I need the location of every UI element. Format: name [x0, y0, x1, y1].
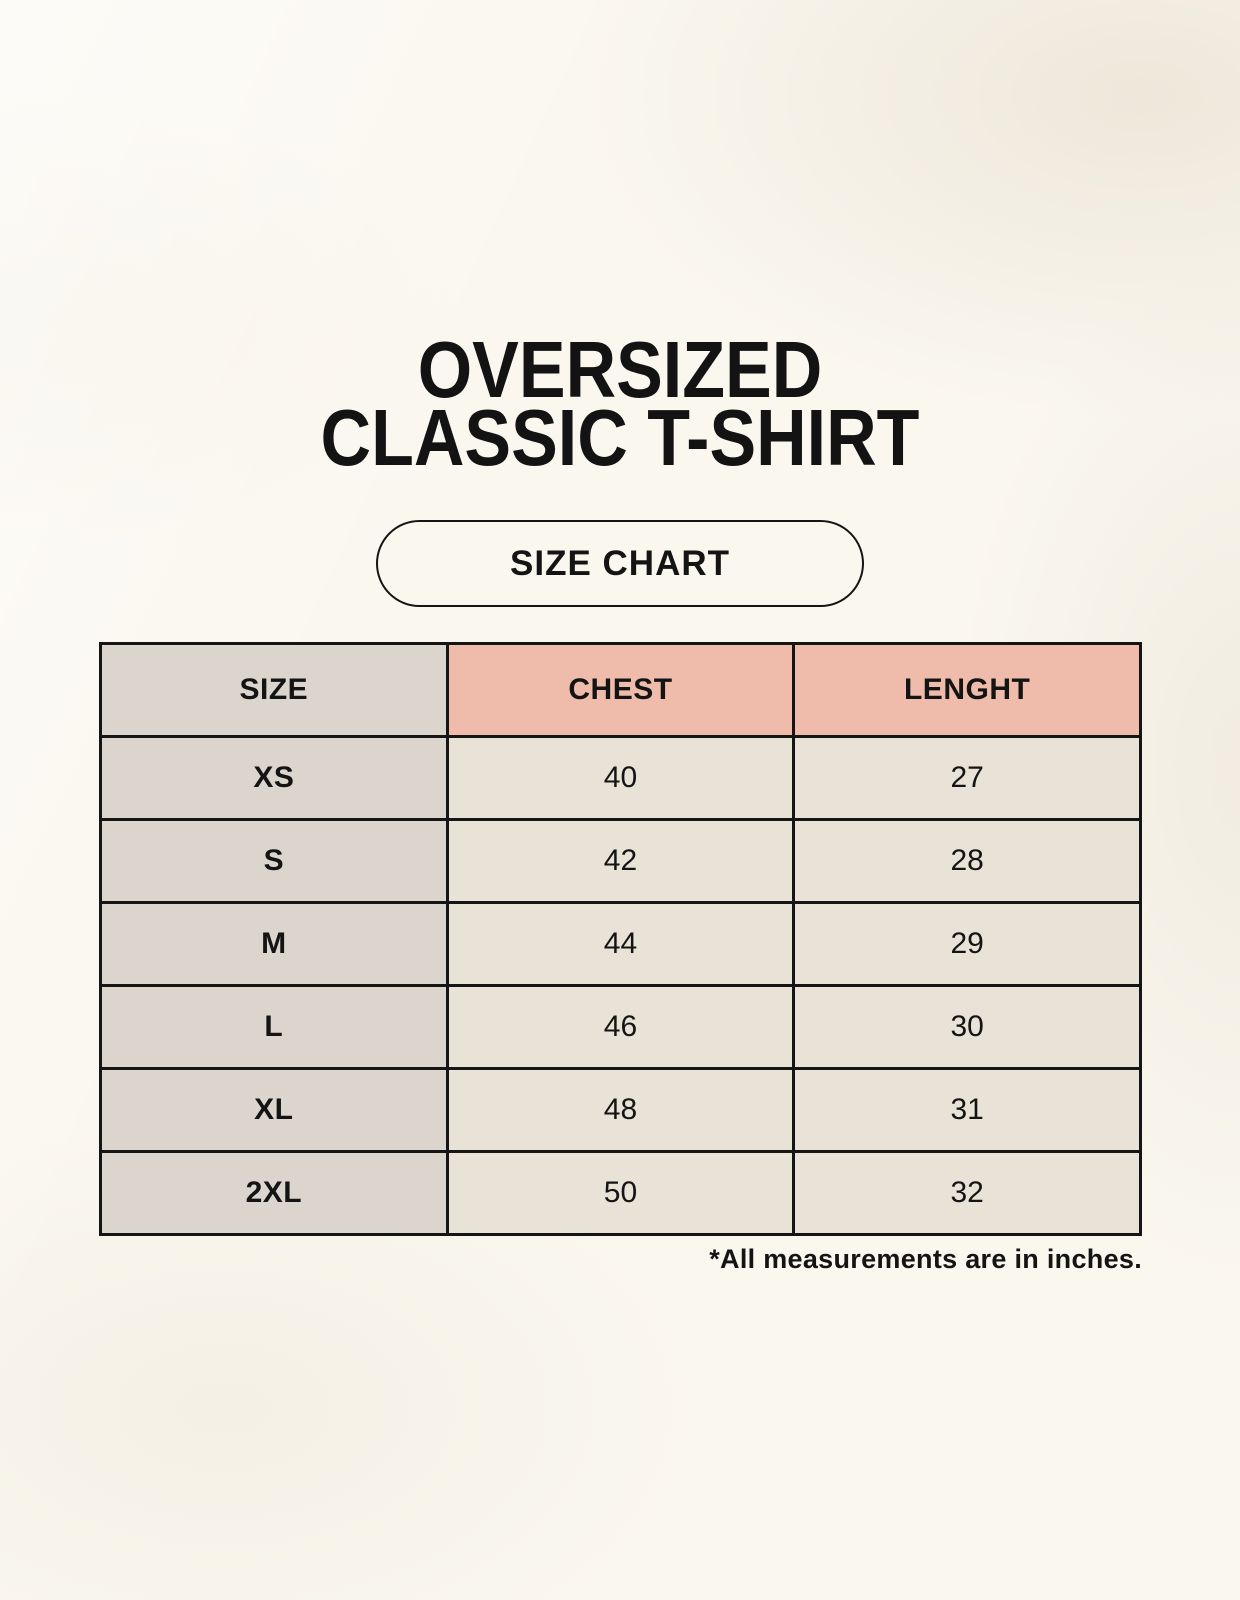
table-row: XL 48 31: [99, 1067, 1142, 1153]
chest-value: 48: [445, 1067, 796, 1153]
length-value: 31: [792, 1067, 1142, 1153]
size-chart-pill: SIZE CHART: [376, 520, 864, 607]
table-header-row: SIZE CHEST LENGHT: [99, 642, 1142, 738]
product-title: OVERSIZED CLASSIC T-SHIRT: [78, 325, 1163, 482]
chest-value: 44: [445, 901, 796, 987]
table-row: S 42 28: [99, 818, 1142, 904]
table-row: L 46 30: [99, 984, 1142, 1070]
table-row: M 44 29: [99, 901, 1142, 987]
size-label: XL: [99, 1067, 449, 1153]
length-value: 29: [792, 901, 1142, 987]
product-title-line2: CLASSIC T-SHIRT: [320, 393, 920, 482]
product-title-line1: OVERSIZED: [417, 325, 823, 414]
length-value: 27: [792, 735, 1142, 821]
header-chest: CHEST: [445, 642, 796, 738]
length-value: 30: [792, 984, 1142, 1070]
header-size: SIZE: [99, 642, 449, 738]
chest-value: 40: [445, 735, 796, 821]
chest-value: 46: [445, 984, 796, 1070]
table-row: 2XL 50 32: [99, 1150, 1142, 1236]
table-row: XS 40 27: [99, 735, 1142, 821]
size-chart-pill-label: SIZE CHART: [510, 543, 730, 583]
size-chart-table: SIZE CHEST LENGHT XS 40 27 S 42 28 M 44 …: [99, 642, 1142, 1236]
length-value: 28: [792, 818, 1142, 904]
size-label: L: [99, 984, 449, 1070]
length-value: 32: [792, 1150, 1142, 1236]
chest-value: 42: [445, 818, 796, 904]
chest-value: 50: [445, 1150, 796, 1236]
header-length: LENGHT: [792, 642, 1142, 738]
size-label: S: [99, 818, 449, 904]
size-label: M: [99, 901, 449, 987]
size-label: 2XL: [99, 1150, 449, 1236]
size-label: XS: [99, 735, 449, 821]
measurements-footnote: *All measurements are in inches.: [709, 1244, 1142, 1274]
